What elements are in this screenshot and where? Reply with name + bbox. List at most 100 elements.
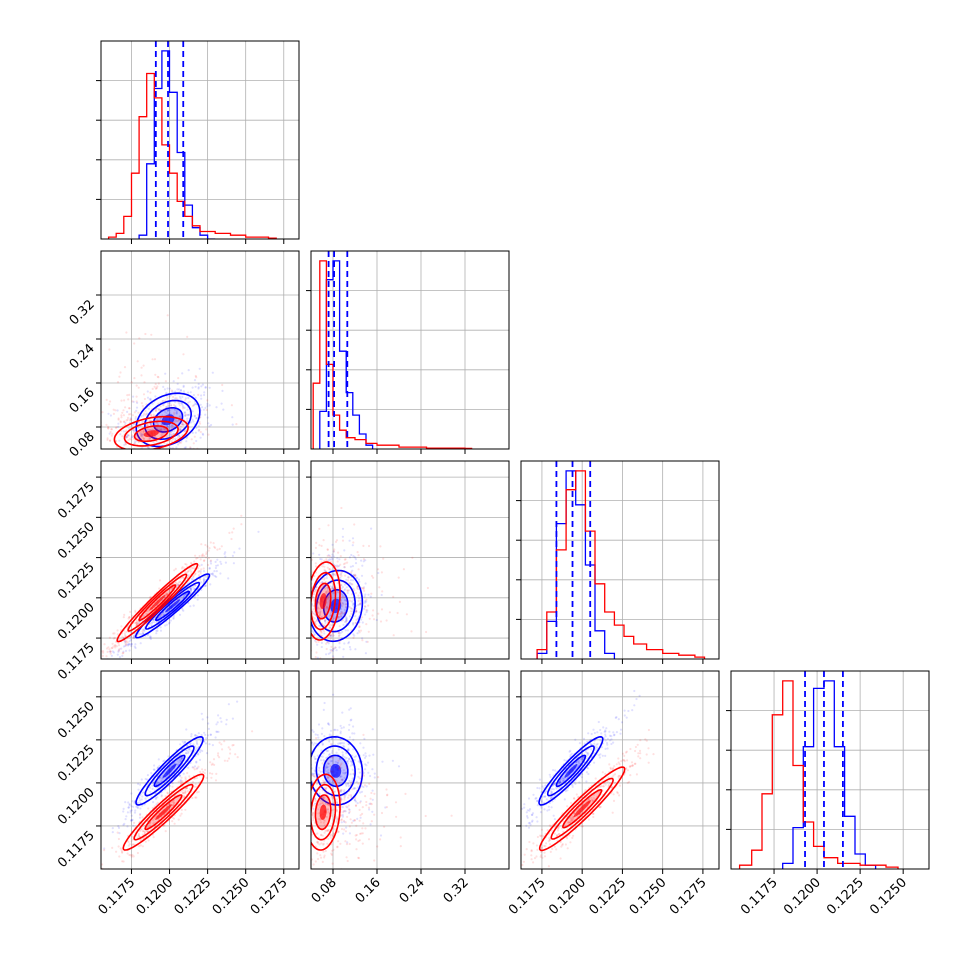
scatter-point xyxy=(352,875,354,877)
scatter-point xyxy=(357,585,360,588)
scatter-point xyxy=(180,756,183,760)
scatter-point xyxy=(189,587,193,590)
scatter-point xyxy=(604,729,607,732)
scatter-point xyxy=(197,732,200,735)
scatter-point xyxy=(357,775,360,778)
scatter-point xyxy=(357,768,360,771)
scatter-point xyxy=(290,636,292,638)
scatter-point xyxy=(157,408,161,411)
scatter-point xyxy=(146,449,148,451)
scatter-point xyxy=(181,757,184,760)
scatter-point xyxy=(313,882,315,884)
scatter-point xyxy=(134,621,137,624)
scatter-point xyxy=(117,845,120,848)
scatter-point xyxy=(319,607,322,610)
scatter-point xyxy=(324,621,327,625)
scatter-point xyxy=(195,767,198,771)
scatter-point xyxy=(351,763,354,766)
scatter-point xyxy=(184,741,187,744)
scatter-point xyxy=(351,537,355,540)
scatter-point xyxy=(358,625,361,628)
scatter-point xyxy=(238,547,241,550)
scatter-point xyxy=(164,410,167,413)
scatter-point xyxy=(320,834,323,837)
scatter-point xyxy=(337,830,340,833)
scatter-point xyxy=(116,450,118,452)
scatter-point xyxy=(231,554,234,558)
scatter-point xyxy=(312,631,315,634)
scatter-point xyxy=(133,821,136,825)
scatter-point xyxy=(132,843,135,846)
scatter-point xyxy=(215,406,218,409)
scatter-point xyxy=(362,586,366,589)
scatter-point xyxy=(182,450,184,452)
scatter-point xyxy=(339,763,342,766)
scatter-point xyxy=(633,689,636,693)
scatter-point xyxy=(321,860,324,864)
scatter-point xyxy=(117,650,120,653)
scatter-point xyxy=(130,814,133,817)
scatter-point xyxy=(330,649,333,652)
scatter-point xyxy=(359,786,362,790)
scatter-point xyxy=(146,429,149,432)
scatter-point xyxy=(326,770,329,773)
scatter-point xyxy=(125,641,128,644)
scatter-point xyxy=(112,412,115,415)
scatter-point xyxy=(324,788,327,791)
scatter-point xyxy=(325,765,328,769)
scatter-point xyxy=(179,753,182,756)
scatter-point xyxy=(302,572,304,574)
scatter-point xyxy=(304,805,306,807)
scatter-point xyxy=(196,743,199,746)
scatter-point xyxy=(166,792,169,795)
scatter-point xyxy=(352,541,355,544)
scatter-point xyxy=(361,564,364,567)
scatter-point xyxy=(342,726,345,729)
scatter-point xyxy=(307,766,309,768)
scatter-point xyxy=(139,783,142,786)
scatter-point xyxy=(320,623,323,626)
scatter-point xyxy=(176,598,179,602)
scatter-point xyxy=(165,593,168,596)
scatter-point xyxy=(146,634,149,637)
scatter-point xyxy=(134,442,137,445)
scatter-point xyxy=(327,722,330,725)
scatter-point xyxy=(278,661,280,663)
scatter-point xyxy=(293,792,295,794)
scatter-point xyxy=(152,619,155,622)
scatter-point xyxy=(531,819,534,822)
scatter-point xyxy=(313,769,316,772)
scatter-point xyxy=(140,778,143,781)
scatter-point xyxy=(204,584,207,588)
scatter-point xyxy=(377,571,380,575)
scatter-point xyxy=(354,592,358,595)
scatter-point xyxy=(556,829,560,832)
scatter-point xyxy=(193,414,196,417)
scatter-point xyxy=(327,782,330,785)
scatter-point xyxy=(311,612,314,615)
scatter-point xyxy=(359,791,362,794)
scatter-point xyxy=(342,794,345,797)
scatter-point xyxy=(162,385,165,388)
scatter-point xyxy=(354,804,358,807)
scatter-point xyxy=(178,580,181,583)
scatter-point xyxy=(319,799,322,802)
scatter-point xyxy=(563,798,566,801)
scatter-point xyxy=(121,851,124,854)
scatter-point xyxy=(185,440,188,443)
scatter-point xyxy=(349,565,352,568)
scatter-point xyxy=(178,758,181,762)
scatter-point xyxy=(358,597,361,600)
scatter-point xyxy=(343,599,346,602)
scatter-point xyxy=(135,409,138,412)
scatter-point xyxy=(347,784,350,788)
scatter-point xyxy=(85,690,87,692)
scatter-point xyxy=(324,580,327,584)
scatter-point xyxy=(340,572,343,576)
scatter-point xyxy=(317,619,321,623)
scatter-point xyxy=(216,730,219,733)
scatter-point xyxy=(370,592,373,595)
scatter-point xyxy=(346,629,349,632)
scatter-point xyxy=(155,440,158,443)
scatter-point xyxy=(346,591,349,595)
